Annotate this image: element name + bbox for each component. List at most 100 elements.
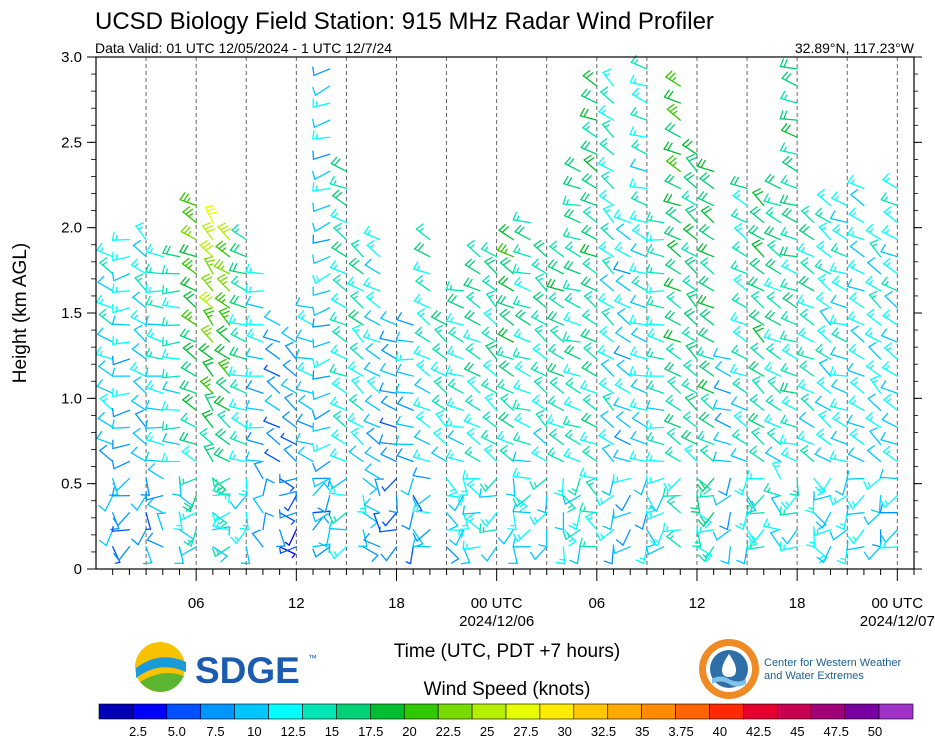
wind-barb xyxy=(99,445,114,463)
wind-barb xyxy=(497,275,514,292)
wind-barb xyxy=(846,278,865,292)
x-tick-date-label: 2024/12/06 xyxy=(459,613,534,630)
wind-barb xyxy=(699,360,715,377)
wind-barb xyxy=(312,515,330,531)
wind-barb xyxy=(459,512,470,531)
wind-barb xyxy=(506,477,516,497)
wind-barb xyxy=(329,260,348,275)
wind-barb xyxy=(830,294,848,309)
wind-barb xyxy=(815,477,832,494)
wind-barb xyxy=(204,392,216,411)
wind-barb xyxy=(296,329,314,343)
wind-barb xyxy=(600,359,615,377)
wind-barb xyxy=(535,409,548,428)
colorbar-label: 10 xyxy=(247,724,261,739)
wind-barb xyxy=(513,328,531,343)
colorbar-swatch xyxy=(166,703,202,720)
wind-barb xyxy=(731,344,748,360)
wind-barb xyxy=(880,328,898,343)
wind-barb xyxy=(96,327,114,343)
wind-barb xyxy=(700,257,715,275)
wind-barb xyxy=(312,338,331,348)
wind-barb xyxy=(597,344,615,360)
wind-barb xyxy=(496,430,514,446)
wind-barb xyxy=(798,411,815,428)
wind-barb xyxy=(630,55,648,70)
wind-barb xyxy=(664,122,681,138)
wind-barb xyxy=(282,359,297,377)
wind-barb xyxy=(684,393,698,411)
wind-barb xyxy=(731,429,748,446)
wind-barb xyxy=(201,222,216,241)
wind-barb xyxy=(780,414,798,428)
wind-barb xyxy=(579,467,598,480)
wind-barb xyxy=(751,239,765,258)
wind-barb xyxy=(204,204,218,224)
wind-barb xyxy=(312,130,331,140)
wind-barb xyxy=(684,444,698,463)
wind-barb xyxy=(230,379,247,394)
wind-barb xyxy=(464,446,481,463)
wind-barb xyxy=(646,510,665,520)
wind-barb xyxy=(295,296,314,309)
wind-barb xyxy=(764,413,782,428)
wind-barb xyxy=(582,257,598,275)
wind-barb xyxy=(547,395,565,411)
wind-barb xyxy=(599,274,615,292)
wind-barb xyxy=(245,283,264,293)
wind-barb xyxy=(329,312,348,326)
wind-barb xyxy=(284,393,297,411)
wind-barb xyxy=(681,326,698,343)
wind-barb xyxy=(111,459,131,470)
wind-barb xyxy=(549,240,565,258)
sdge-wave-blue xyxy=(136,657,186,678)
wind-barb xyxy=(330,156,348,172)
wind-barb xyxy=(697,327,715,343)
wind-barb xyxy=(883,206,898,224)
wind-barb xyxy=(245,431,264,446)
wind-barb xyxy=(132,427,147,446)
wind-barb xyxy=(830,346,848,360)
wind-barb xyxy=(331,189,348,207)
wind-barb xyxy=(356,494,367,514)
wind-barb xyxy=(864,327,882,343)
wind-barb xyxy=(646,399,665,411)
wind-barb xyxy=(666,427,681,446)
wind-barb xyxy=(616,223,631,241)
wind-barb xyxy=(213,395,231,411)
wind-barb xyxy=(563,312,581,326)
wind-barb xyxy=(579,537,598,548)
wind-barb xyxy=(750,342,765,360)
wind-barb xyxy=(480,242,498,258)
wind-barb xyxy=(766,343,782,360)
wind-barb xyxy=(445,365,464,377)
wind-barb xyxy=(145,315,164,326)
wind-barb xyxy=(331,241,348,258)
wind-barb xyxy=(240,546,251,565)
wind-barb xyxy=(482,359,498,377)
wind-barb xyxy=(665,70,681,87)
wind-barb xyxy=(629,398,648,411)
wind-barb xyxy=(218,307,231,326)
wind-barb xyxy=(646,347,665,360)
wind-barb xyxy=(579,107,598,121)
wind-barb xyxy=(799,308,815,326)
wind-barb xyxy=(130,494,147,511)
wind-barb xyxy=(614,242,631,258)
wind-barb xyxy=(629,178,648,190)
wind-barb xyxy=(412,449,431,463)
wind-barb xyxy=(602,512,615,531)
wind-barb xyxy=(730,396,748,411)
wind-barb xyxy=(633,477,648,496)
wind-barb xyxy=(499,257,514,275)
wind-barb xyxy=(363,361,381,377)
wind-barb xyxy=(767,376,782,394)
colorbar-swatch xyxy=(336,703,371,720)
wind-barb xyxy=(797,242,815,258)
wind-barbs xyxy=(95,55,898,565)
wind-barb xyxy=(800,445,815,463)
wind-barb xyxy=(697,191,715,207)
wind-barb xyxy=(161,452,181,463)
wind-barb xyxy=(533,240,548,258)
